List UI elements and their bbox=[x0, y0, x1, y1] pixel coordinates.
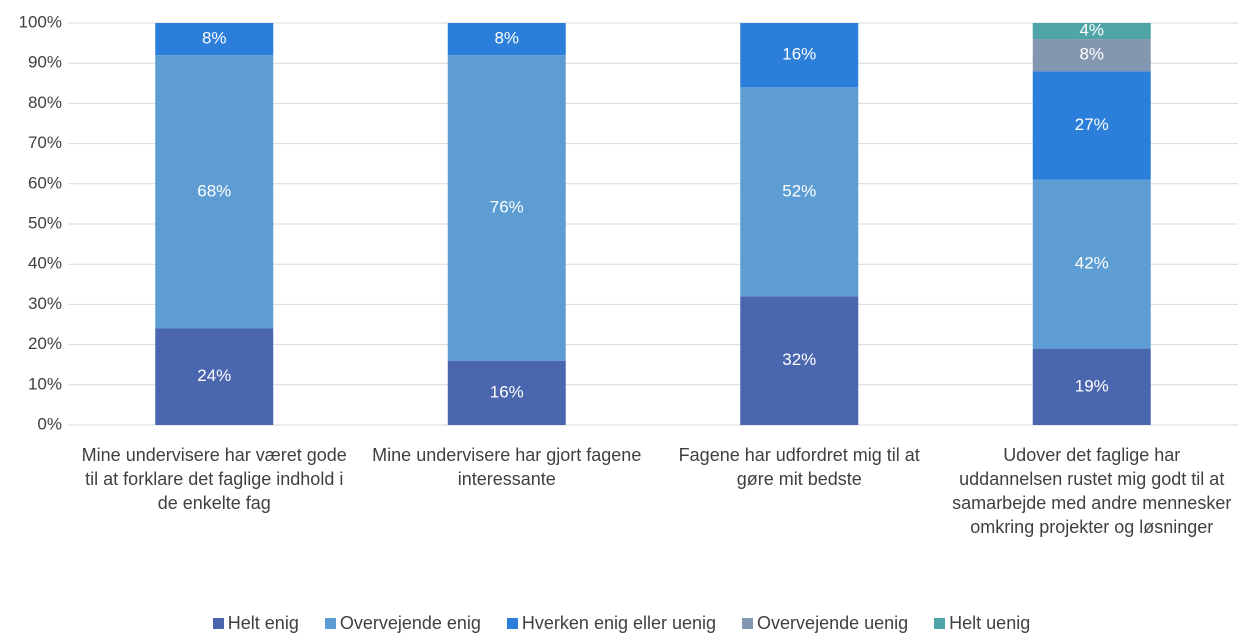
legend-item: Overvejende enig bbox=[324, 613, 481, 634]
data-label: 68% bbox=[197, 181, 231, 200]
data-label: 76% bbox=[490, 197, 524, 216]
bar-segment bbox=[447, 360, 566, 425]
bar-segment bbox=[1032, 71, 1151, 180]
legend-label: Overvejende uenig bbox=[757, 613, 909, 633]
bar-segment bbox=[740, 296, 859, 425]
bar-segment bbox=[155, 55, 274, 329]
legend-label: Helt enig bbox=[227, 613, 299, 633]
x-tick-label: Mine undervisere har gjort fagene intere… bbox=[372, 445, 642, 489]
y-tick-label: 40% bbox=[28, 254, 62, 273]
data-label: 4% bbox=[1079, 21, 1104, 40]
bar-segment bbox=[447, 55, 566, 361]
bar-segment bbox=[1032, 39, 1151, 72]
bar-segment bbox=[1032, 179, 1151, 349]
data-label: 16% bbox=[782, 45, 816, 64]
data-label: 52% bbox=[782, 181, 816, 200]
x-tick-label: Mine undervisere har været gode til at f… bbox=[81, 445, 347, 513]
bar-segment bbox=[447, 23, 566, 56]
bar-segment bbox=[1032, 23, 1151, 40]
y-tick-label: 80% bbox=[28, 93, 62, 112]
legend-item: Overvejende uenig bbox=[742, 613, 908, 634]
legend-label: Overvejende enig bbox=[339, 613, 481, 633]
x-tick-label: Udover det faglige har uddannelsen ruste… bbox=[952, 445, 1232, 537]
legend-swatch bbox=[324, 618, 336, 629]
legend-item: Helt uenig bbox=[934, 613, 1030, 634]
y-tick-label: 90% bbox=[28, 53, 62, 72]
legend-item: Hverken enig eller uenig bbox=[506, 613, 717, 634]
data-label: 27% bbox=[1075, 115, 1109, 134]
legend: Helt enig Overvejende enig Hverken enig el… bbox=[0, 613, 1243, 634]
legend-label: Helt uenig bbox=[949, 613, 1031, 633]
bar-segment bbox=[740, 87, 859, 297]
y-tick-label: 0% bbox=[37, 414, 62, 433]
legend-swatch bbox=[212, 618, 224, 629]
legend-swatch bbox=[742, 618, 754, 629]
legend-swatch bbox=[934, 618, 946, 629]
legend-label: Hverken enig eller uenig bbox=[521, 613, 717, 633]
y-tick-label: 60% bbox=[28, 173, 62, 192]
plot: 0% 10% 20% 30% 40% 50% 60% 70% 80% 90% 100% 24% 68% 8… bbox=[19, 12, 1238, 433]
data-label: 8% bbox=[494, 29, 519, 48]
y-tick-label: 20% bbox=[28, 334, 62, 353]
y-tick-label: 50% bbox=[28, 213, 62, 232]
bar-segment bbox=[155, 23, 274, 56]
y-tick-label: 10% bbox=[28, 374, 62, 393]
x-tick-label: Fagene har udfordret mig til at gøre mit… bbox=[678, 445, 920, 489]
y-tick-label: 100% bbox=[19, 12, 62, 31]
bar-segment bbox=[740, 23, 859, 88]
data-label: 42% bbox=[1075, 254, 1109, 273]
y-tick-label: 30% bbox=[28, 294, 62, 313]
bar-segment bbox=[155, 328, 274, 425]
legend-item: Helt enig bbox=[212, 613, 299, 634]
data-label: 32% bbox=[782, 350, 816, 369]
data-label: 24% bbox=[197, 366, 231, 385]
y-tick-label: 70% bbox=[28, 133, 62, 152]
bar-segment bbox=[1032, 348, 1151, 425]
data-label: 19% bbox=[1075, 376, 1109, 395]
data-label: 16% bbox=[490, 382, 524, 401]
data-label: 8% bbox=[1079, 45, 1104, 64]
legend-swatch bbox=[506, 618, 518, 629]
data-label: 8% bbox=[202, 29, 227, 48]
